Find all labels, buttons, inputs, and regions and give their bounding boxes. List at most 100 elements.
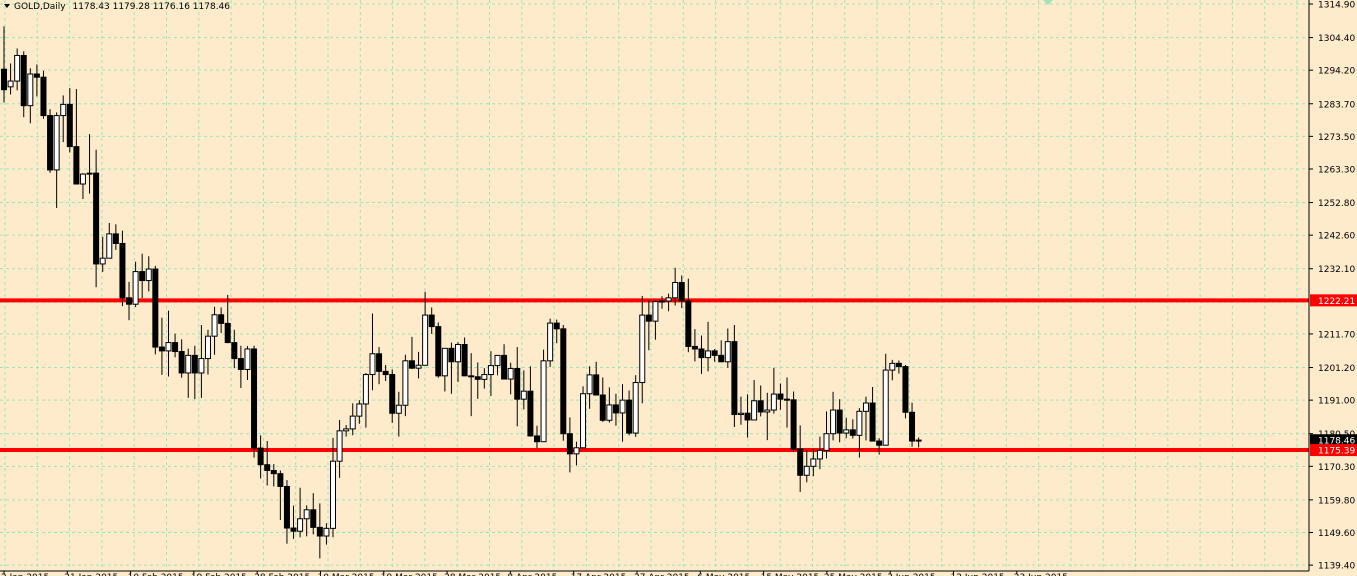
candle: [507, 362, 514, 395]
candle: [99, 236, 106, 272]
candle-body-bear: [152, 268, 159, 348]
candle: [455, 342, 462, 382]
candle-body-bull: [830, 409, 837, 435]
candle: [803, 450, 810, 483]
candle-body-bull: [53, 115, 60, 171]
candle: [145, 256, 152, 292]
collapse-triangle-icon[interactable]: [4, 4, 10, 8]
candle-body-bull: [751, 400, 758, 421]
candle-body-bull: [99, 257, 106, 265]
candle-body-bull: [349, 415, 356, 430]
candle: [27, 68, 34, 124]
candle-body-bear: [626, 399, 633, 434]
candle: [474, 362, 481, 399]
candle: [152, 265, 159, 355]
candle-body-bear: [316, 526, 323, 537]
candle-body-bear: [527, 390, 534, 437]
candle-body-bear: [139, 271, 146, 282]
candle: [797, 425, 804, 492]
candle: [33, 64, 40, 97]
candle: [435, 322, 442, 378]
candle: [691, 329, 698, 362]
candle: [461, 337, 468, 377]
support-resistance-lines[interactable]: [0, 298, 1309, 453]
candle: [586, 366, 593, 409]
candle: [191, 345, 198, 400]
candle-body-bear: [909, 411, 916, 442]
candle-body-bear: [237, 358, 244, 370]
level-price-label: 1222.21: [1318, 297, 1355, 307]
candle-body-bear: [685, 300, 692, 347]
price-tick-label: 1232.10: [1318, 265, 1355, 275]
candle-body-bear: [777, 393, 784, 400]
candle-body-bear: [277, 473, 284, 487]
candle: [593, 361, 600, 396]
candle-body-bull: [362, 374, 369, 405]
candle: [757, 385, 764, 417]
candle: [566, 417, 573, 473]
ohlc-low: 1176.16: [152, 2, 190, 12]
candle: [553, 319, 560, 344]
candle: [172, 333, 179, 358]
candle-body-bull: [303, 509, 310, 520]
candle: [626, 390, 633, 436]
candle-body-bear: [836, 409, 843, 434]
candle-body-bull: [547, 322, 554, 362]
candle-body-bear: [251, 348, 258, 449]
candle: [830, 391, 837, 441]
candle: [376, 347, 383, 385]
candle-body-bull: [106, 233, 113, 259]
symbol-label: GOLD,Daily: [14, 2, 66, 12]
candle-body-bull: [639, 314, 646, 384]
candle-body-bear: [501, 354, 508, 380]
candle-body-bull: [211, 314, 218, 337]
candle: [441, 347, 448, 392]
candle: [297, 487, 304, 538]
candle: [724, 328, 731, 368]
candle: [481, 368, 488, 389]
price-axis: 1314.90 1304.40 1294.20 1283.70 1273.50 1263.…: [1308, 0, 1357, 572]
candle-body-bear: [849, 429, 856, 436]
candle-body-bull: [356, 403, 363, 417]
candle: [428, 307, 435, 334]
candle-body-bull: [86, 172, 93, 175]
candle-body-bull: [507, 367, 514, 380]
candle: [1, 26, 7, 103]
candle-body-bear: [191, 354, 198, 374]
time-tick-label: 10 Feb 2015: [128, 573, 184, 576]
candle: [659, 296, 665, 309]
candle: [573, 441, 580, 466]
candle: [672, 267, 679, 306]
candle-body-bull: [198, 358, 205, 374]
candle: [764, 392, 771, 441]
candle: [204, 329, 211, 375]
shift-marker-icon[interactable]: [1043, 0, 1053, 5]
candle-body-bull: [652, 301, 659, 322]
time-tick-label: 10 Mar 2015: [318, 573, 375, 576]
candle: [843, 417, 850, 439]
candle-body-bull: [79, 173, 86, 185]
candle: [389, 369, 396, 423]
candle-body-bear: [731, 341, 738, 416]
candle: [599, 377, 606, 422]
price-tick-label: 1201.20: [1318, 364, 1355, 374]
candle-body-bull: [882, 369, 889, 446]
current-price-box: [1310, 434, 1357, 447]
candle-body-bull: [764, 409, 771, 413]
candle-body-bull: [619, 399, 626, 414]
candle: [665, 293, 672, 312]
price-tick-label: 1283.70: [1318, 100, 1355, 110]
candle-body-bear: [408, 360, 415, 369]
price-tick-label: 1170.30: [1318, 463, 1355, 473]
candle: [652, 300, 659, 340]
candle: [816, 436, 823, 470]
candle-body-bear: [33, 73, 40, 78]
time-tick-label: 19 Mar 2015: [381, 573, 438, 576]
candle-body-bull: [132, 271, 139, 305]
candle-body-bear: [158, 346, 165, 352]
candle: [784, 377, 791, 428]
candle: [770, 367, 777, 414]
candle-body-bull: [27, 73, 34, 107]
candle-body-bear: [599, 394, 606, 421]
